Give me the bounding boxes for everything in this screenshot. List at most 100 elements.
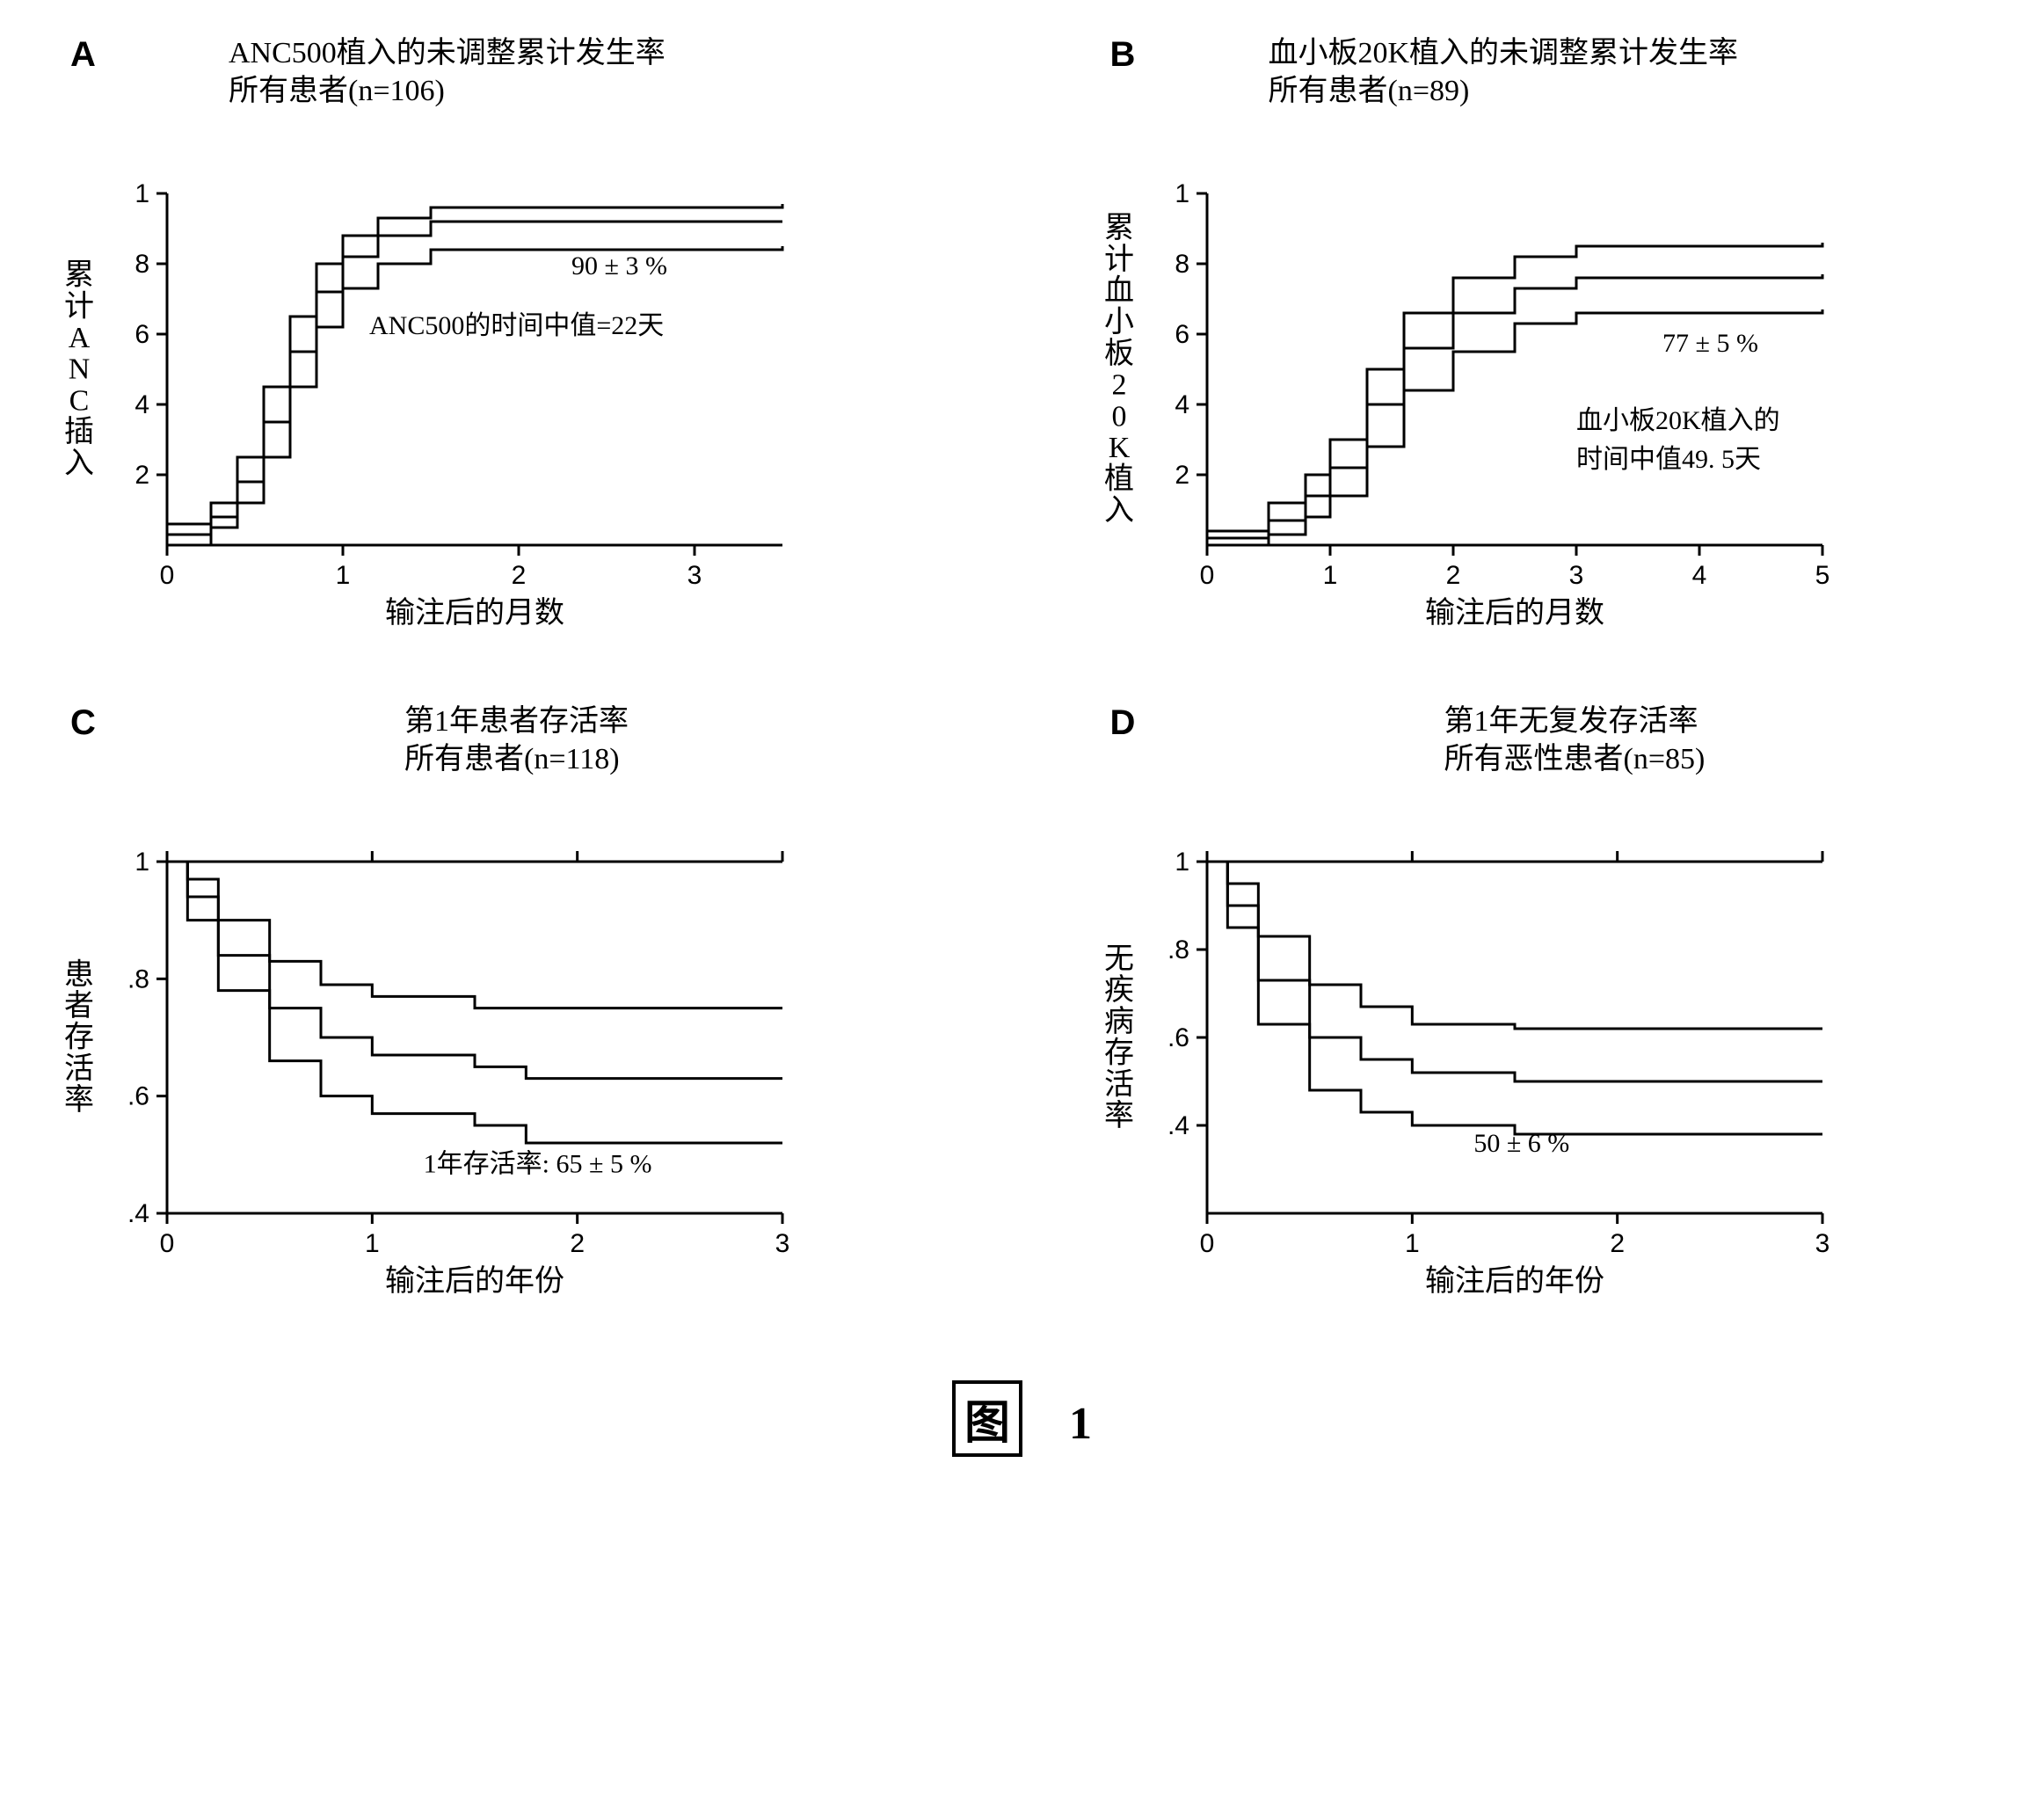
- panel-A-svg: 012324681输注后的月数累计ANC插入90 ± 3 %ANC500的时间中…: [35, 141, 826, 633]
- panel-B-title1: 血小板20K植入的未调整累计发生率: [1269, 35, 2010, 73]
- svg-text:存: 存: [64, 1021, 94, 1054]
- svg-text:90 ± 3 %: 90 ± 3 %: [571, 251, 667, 280]
- panel-D-title1: 第1年无复发存活率: [1444, 703, 2010, 741]
- svg-text:0: 0: [1199, 1229, 1214, 1258]
- panel-B-chart: 01234524681输注后的月数累计血小板20K植入77 ± 5 %血小板20…: [1075, 141, 2010, 633]
- svg-text:1: 1: [1175, 848, 1189, 877]
- svg-text:3: 3: [775, 1229, 790, 1258]
- panel-D-title2: 所有恶性患者(n=85): [1444, 741, 2010, 779]
- svg-text:3: 3: [687, 561, 702, 590]
- panel-B-titles: 血小板20K植入的未调整累计发生率 所有患者(n=89): [1269, 35, 2010, 132]
- svg-text:2: 2: [135, 461, 149, 490]
- panel-C: C 第1年患者存活率 所有患者(n=118) 0123.4.6.81输注后的年份…: [35, 703, 970, 1301]
- panel-A-chart: 012324681输注后的月数累计ANC插入90 ± 3 %ANC500的时间中…: [35, 141, 970, 633]
- svg-text:活: 活: [1104, 1068, 1134, 1101]
- svg-text:计: 计: [64, 290, 94, 323]
- svg-text:1年存活率: 65 ± 5 %: 1年存活率: 65 ± 5 %: [424, 1149, 652, 1178]
- svg-text:4: 4: [1175, 390, 1189, 419]
- panel-D: D 第1年无复发存活率 所有恶性患者(n=85) 0123.4.6.81输注后的…: [1075, 703, 2010, 1301]
- svg-text:疾: 疾: [1104, 973, 1134, 1007]
- panel-A-title2: 所有患者(n=106): [229, 73, 970, 111]
- svg-text:8: 8: [1175, 250, 1189, 279]
- panel-B-title2: 所有患者(n=89): [1269, 73, 2010, 111]
- svg-text:ANC500的时间中值=22天: ANC500的时间中值=22天: [369, 311, 664, 340]
- svg-text:小: 小: [1104, 306, 1134, 338]
- svg-text:插: 插: [64, 415, 94, 448]
- svg-text:患: 患: [64, 958, 94, 991]
- svg-text:6: 6: [1175, 320, 1189, 349]
- svg-text:K: K: [1108, 432, 1130, 464]
- svg-text:入: 入: [64, 448, 94, 480]
- svg-text:病: 病: [1104, 1005, 1134, 1038]
- panel-C-title2: 所有患者(n=118): [404, 741, 970, 779]
- svg-text:0: 0: [160, 1229, 175, 1258]
- svg-text:3: 3: [1568, 561, 1583, 590]
- svg-text:输注后的年份: 输注后的年份: [385, 1264, 564, 1298]
- svg-text:.8: .8: [1167, 935, 1189, 964]
- panel-D-chart: 0123.4.6.81输注后的年份无疾病存活率50 ± 6 %: [1075, 809, 2010, 1301]
- svg-text:1: 1: [1175, 179, 1189, 208]
- figure-caption-box: 图: [952, 1380, 1022, 1457]
- panel-A-title1: ANC500植入的未调整累计发生率: [229, 35, 970, 73]
- panel-C-titles: 第1年患者存活率 所有患者(n=118): [404, 703, 970, 800]
- svg-text:2: 2: [512, 561, 527, 590]
- svg-text:2: 2: [1111, 369, 1126, 402]
- svg-text:1: 1: [365, 1229, 380, 1258]
- svg-text:1: 1: [135, 179, 149, 208]
- svg-text:4: 4: [135, 390, 149, 419]
- svg-text:8: 8: [135, 250, 149, 279]
- svg-text:1: 1: [1404, 1229, 1419, 1258]
- svg-text:2: 2: [1445, 561, 1460, 590]
- svg-text:0: 0: [1199, 561, 1214, 590]
- panel-letter-C: C: [70, 703, 96, 743]
- svg-text:输注后的月数: 输注后的月数: [385, 596, 564, 630]
- svg-text:率: 率: [1104, 1099, 1134, 1132]
- svg-text:累: 累: [64, 259, 94, 292]
- svg-text:5: 5: [1815, 561, 1829, 590]
- svg-text:输注后的月数: 输注后的月数: [1425, 596, 1604, 630]
- svg-text:.6: .6: [127, 1082, 149, 1111]
- panel-grid: A ANC500植入的未调整累计发生率 所有患者(n=106) 0 1 2 3 2 4 6 8…: [35, 35, 2009, 1301]
- svg-text:2: 2: [1175, 461, 1189, 490]
- panel-D-svg: 0123.4.6.81输注后的年份无疾病存活率50 ± 6 %: [1075, 809, 1866, 1301]
- svg-text:入: 入: [1104, 494, 1134, 527]
- svg-text:血小板20K植入的: 血小板20K植入的: [1576, 406, 1780, 435]
- svg-text:无: 无: [1104, 943, 1134, 975]
- svg-text:板: 板: [1104, 337, 1134, 370]
- svg-text:C: C: [69, 384, 90, 417]
- svg-text:4: 4: [1691, 561, 1706, 590]
- panel-letter-D: D: [1110, 703, 1136, 743]
- svg-text:2: 2: [570, 1229, 585, 1258]
- panel-letter-B: B: [1110, 35, 1136, 75]
- figure-caption-num: 1: [1069, 1398, 1092, 1450]
- svg-text:.4: .4: [1167, 1111, 1189, 1140]
- panel-D-titles: 第1年无复发存活率 所有恶性患者(n=85): [1444, 703, 2010, 800]
- svg-text:1: 1: [336, 561, 351, 590]
- svg-text:50 ± 6 %: 50 ± 6 %: [1473, 1129, 1569, 1158]
- svg-text:植: 植: [1104, 462, 1134, 496]
- panel-B-svg: 01234524681输注后的月数累计血小板20K植入77 ± 5 %血小板20…: [1075, 141, 1866, 633]
- svg-text:时间中值49. 5天: 时间中值49. 5天: [1576, 445, 1761, 474]
- figure-caption: 图 1: [35, 1380, 2009, 1457]
- panel-C-title1: 第1年患者存活率: [404, 703, 970, 741]
- svg-text:.8: .8: [127, 964, 149, 993]
- panel-letter-A: A: [70, 35, 96, 75]
- svg-text:存: 存: [1104, 1037, 1134, 1070]
- svg-text:0: 0: [160, 561, 175, 590]
- svg-text:率: 率: [64, 1083, 94, 1117]
- svg-text:1: 1: [1322, 561, 1337, 590]
- panel-A: A ANC500植入的未调整累计发生率 所有患者(n=106) 0 1 2 3 2 4 6 8…: [35, 35, 970, 633]
- svg-text:77 ± 5 %: 77 ± 5 %: [1662, 329, 1758, 358]
- panel-C-svg: 0123.4.6.81输注后的年份患者存活率1年存活率: 65 ± 5 %: [35, 809, 826, 1301]
- svg-text:6: 6: [135, 320, 149, 349]
- svg-text:1: 1: [135, 848, 149, 877]
- svg-text:输注后的年份: 输注后的年份: [1425, 1264, 1604, 1298]
- panel-A-titles: ANC500植入的未调整累计发生率 所有患者(n=106): [229, 35, 970, 132]
- figure-1: A ANC500植入的未调整累计发生率 所有患者(n=106) 0 1 2 3 2 4 6 8…: [35, 35, 2009, 1457]
- svg-text:N: N: [69, 353, 91, 386]
- svg-text:3: 3: [1815, 1229, 1829, 1258]
- svg-text:.6: .6: [1167, 1023, 1189, 1052]
- svg-text:.4: .4: [127, 1199, 149, 1228]
- svg-text:2: 2: [1610, 1229, 1625, 1258]
- svg-text:活: 活: [64, 1052, 94, 1085]
